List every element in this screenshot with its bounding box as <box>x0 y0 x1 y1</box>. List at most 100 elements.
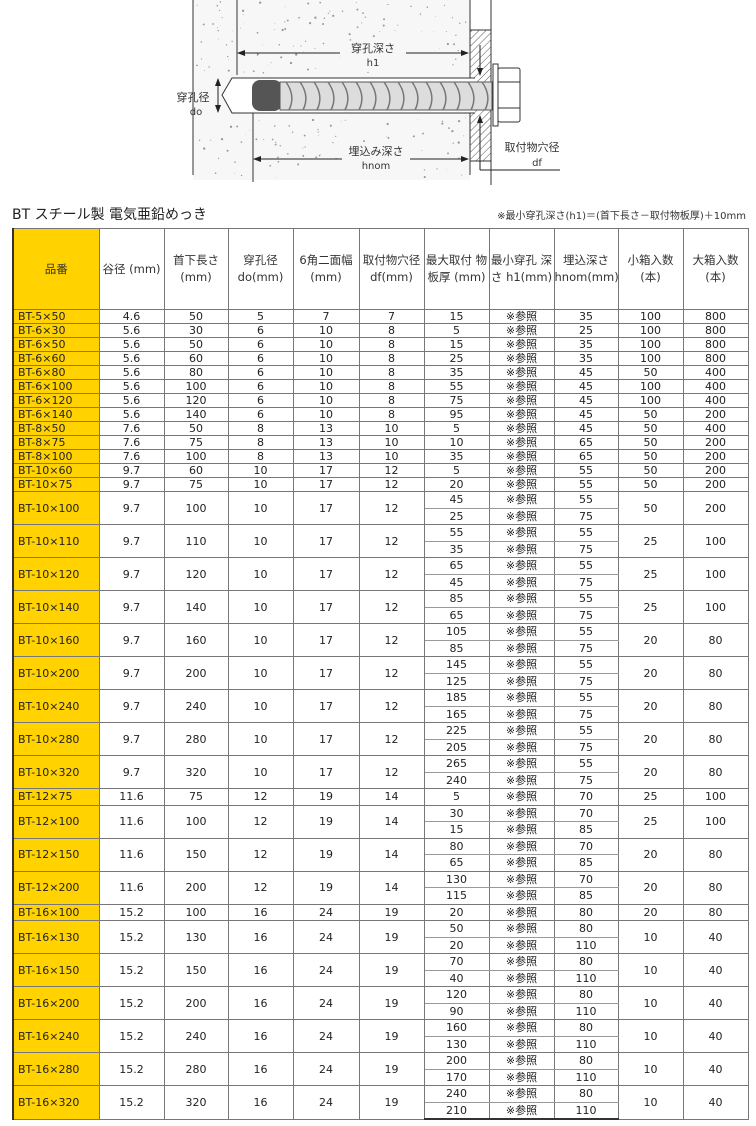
core-diameter: 9.7 <box>98 689 165 723</box>
large-box-qty: 80 <box>682 689 749 723</box>
drill-dia-label: 穿孔径 <box>177 90 210 104</box>
length: 50 <box>163 309 229 324</box>
min-drill-depth: ※参照 <box>488 1068 555 1086</box>
large-box-qty: 200 <box>682 477 749 492</box>
hex-width: 19 <box>292 870 360 905</box>
drill-diameter: 6 <box>227 351 294 366</box>
embed-depth: 65 <box>553 449 619 464</box>
length: 320 <box>163 1085 229 1120</box>
fixture-hole: 19 <box>358 1085 425 1120</box>
embed-depth: 80 <box>553 1052 619 1070</box>
drill-depth-label: 穿孔深さ <box>351 41 395 55</box>
small-box-qty: 25 <box>617 590 684 624</box>
table-row: BT-8×75 7.6 75 8 13 10 10 ※参照 65 50 200 <box>12 435 749 450</box>
table-row: BT-6×30 5.6 30 6 10 8 5 ※参照 25 100 800 <box>12 323 749 338</box>
small-box-qty: 50 <box>617 407 684 422</box>
spec-table: 品番 谷径 (mm) 首下長さ (mm) 穿孔径 do(mm) 6角二面幅 (mm) 取付… <box>12 228 749 1120</box>
min-drill-depth: ※参照 <box>488 623 555 641</box>
embed-depth: 55 <box>553 656 619 674</box>
fixture-hole: 8 <box>358 365 425 380</box>
embed-depth: 85 <box>553 821 619 839</box>
core-diameter: 11.6 <box>98 870 165 905</box>
fixture-hole: 12 <box>358 463 425 478</box>
fixture-hole: 10 <box>358 435 425 450</box>
max-plate-thickness: 65 <box>423 854 490 872</box>
min-drill-depth: ※参照 <box>488 573 555 591</box>
fixture-hole: 8 <box>358 379 425 394</box>
embed-depth: 110 <box>553 969 619 987</box>
large-box-qty: 800 <box>682 351 749 366</box>
embed-depth: 55 <box>553 524 619 542</box>
hex-width: 19 <box>292 837 360 872</box>
length: 200 <box>163 656 229 690</box>
embed-depth: 70 <box>553 870 619 888</box>
core-diameter: 9.7 <box>98 656 165 690</box>
length: 200 <box>163 986 229 1020</box>
length: 140 <box>163 590 229 624</box>
embed-depth: 65 <box>553 435 619 450</box>
small-box-qty: 50 <box>617 463 684 478</box>
table-row: BT-12×200 11.6 200 12 19 14 130 ※参照 70 20 80 <box>12 870 749 905</box>
part-number: BT-12×150 <box>12 837 100 872</box>
min-drill-depth: ※参照 <box>488 477 555 492</box>
part-number: BT-10×110 <box>12 524 100 558</box>
fixture-hole: 8 <box>358 323 425 338</box>
min-drill-depth: ※参照 <box>488 969 555 987</box>
min-drill-depth: ※参照 <box>488 870 555 888</box>
drill-diameter: 10 <box>227 590 294 624</box>
max-plate-thickness: 20 <box>423 903 490 921</box>
table-note: ※最小穿孔深さ(h1)＝(首下長さ－取付物板厚)＋10mm <box>497 211 746 222</box>
core-diameter: 5.6 <box>98 407 165 422</box>
max-plate-thickness: 65 <box>423 606 490 624</box>
embed-depth: 110 <box>553 1002 619 1020</box>
length: 200 <box>163 870 229 905</box>
fixture-hole: 19 <box>358 986 425 1020</box>
large-box-qty: 40 <box>682 1019 749 1053</box>
length: 100 <box>163 379 229 394</box>
large-box-qty: 40 <box>682 1085 749 1120</box>
core-diameter: 5.6 <box>98 337 165 352</box>
embed-depth: 35 <box>553 337 619 352</box>
part-number: BT-10×200 <box>12 656 100 690</box>
header-row: 品番 谷径 (mm) 首下長さ (mm) 穿孔径 do(mm) 6角二面幅 (mm) 取付… <box>12 228 749 310</box>
length: 60 <box>163 463 229 478</box>
max-plate-thickness: 240 <box>423 771 490 789</box>
embed-depth: 45 <box>553 393 619 408</box>
embed-depth: 35 <box>553 351 619 366</box>
table-title: BT スチール製 電気亜鉛めっき <box>12 207 208 223</box>
fixture-hole: 19 <box>358 903 425 921</box>
core-diameter: 9.7 <box>98 491 165 525</box>
small-box-qty: 10 <box>617 986 684 1020</box>
max-plate-thickness: 15 <box>423 821 490 839</box>
drill-depth-symbol: h1 <box>367 58 380 69</box>
drill-diameter: 6 <box>227 407 294 422</box>
large-box-qty: 100 <box>682 590 749 624</box>
max-plate-thickness: 5 <box>423 788 490 806</box>
embed-depth: 55 <box>553 491 619 509</box>
small-box-qty: 100 <box>617 351 684 366</box>
drill-diameter: 5 <box>227 309 294 324</box>
part-number: BT-16×320 <box>12 1085 100 1120</box>
hex-width: 17 <box>292 755 360 789</box>
embed-depth: 85 <box>553 887 619 905</box>
max-plate-thickness: 5 <box>423 463 490 478</box>
length: 50 <box>163 337 229 352</box>
min-drill-depth: ※参照 <box>488 524 555 542</box>
large-box-qty: 200 <box>682 407 749 422</box>
max-plate-thickness: 30 <box>423 804 490 822</box>
core-diameter: 9.7 <box>98 557 165 591</box>
embed-depth: 110 <box>553 1101 619 1120</box>
min-drill-depth: ※参照 <box>488 606 555 624</box>
large-box-qty: 800 <box>682 309 749 324</box>
large-box-qty: 100 <box>682 788 749 806</box>
embed-depth: 55 <box>553 722 619 740</box>
core-diameter: 5.6 <box>98 379 165 394</box>
core-diameter: 15.2 <box>98 1019 165 1053</box>
hex-width: 10 <box>292 323 360 338</box>
column-header: 6角二面幅 (mm) <box>292 228 360 310</box>
min-drill-depth: ※参照 <box>488 936 555 954</box>
drill-diameter: 6 <box>227 365 294 380</box>
length: 100 <box>163 449 229 464</box>
table-row: BT-10×160 9.7 160 10 17 12 105 ※参照 55 20 80 <box>12 623 749 657</box>
column-header: 品番 <box>12 228 100 310</box>
